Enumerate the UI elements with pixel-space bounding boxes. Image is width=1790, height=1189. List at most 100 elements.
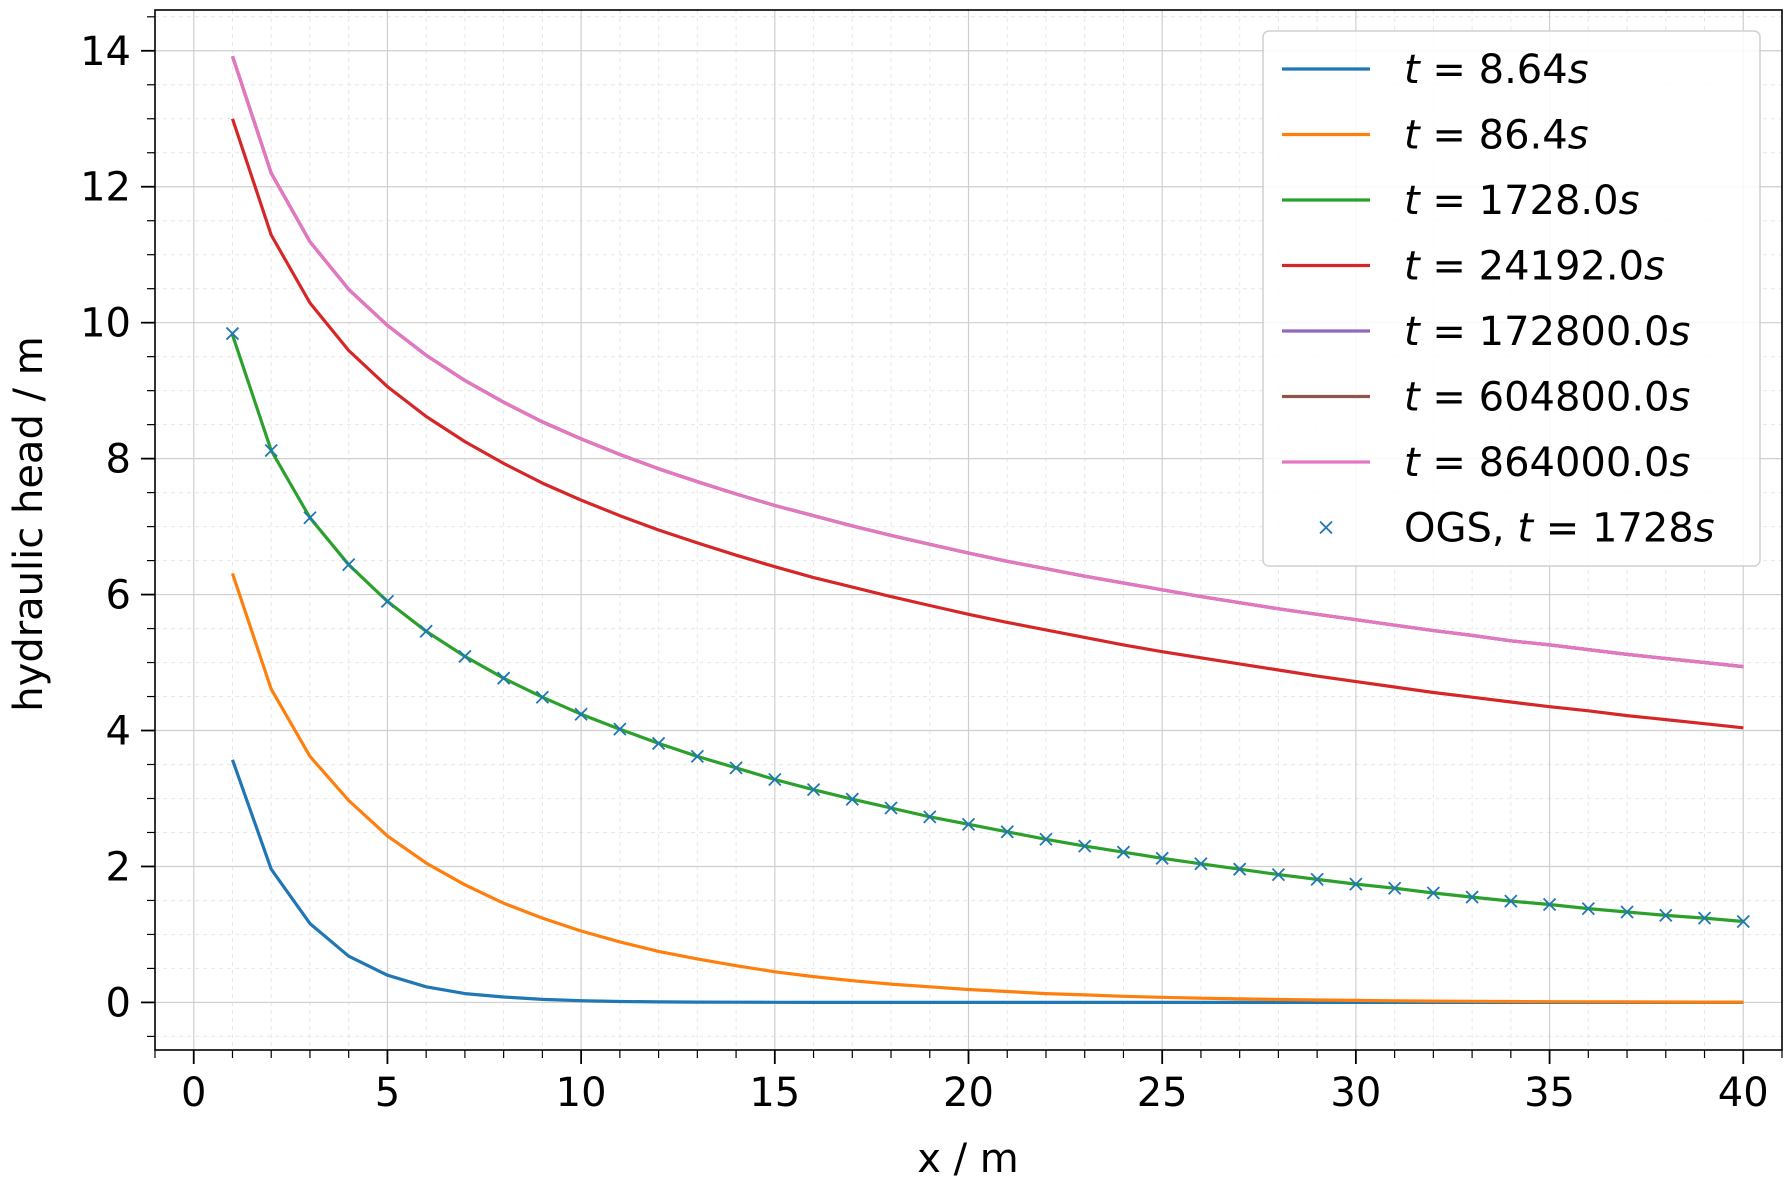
ogs-marker-stroke <box>497 671 511 685</box>
ogs-marker-stroke <box>1116 845 1131 859</box>
legend-label: OGS, t = 1728s <box>1404 506 1715 552</box>
y-axis-title: hydraulic head / m <box>6 336 52 711</box>
x-tick-label: 10 <box>556 1070 607 1116</box>
legend-eq: = 604800.0 <box>1420 375 1670 421</box>
legend-box <box>1262 30 1761 567</box>
legend-eq: = 1728 <box>1533 506 1694 552</box>
ogs-marker-stroke <box>1659 908 1673 923</box>
ogs-marker-stroke <box>1310 872 1324 887</box>
series-line-3 <box>230 334 1744 924</box>
legend-marker <box>1319 520 1333 535</box>
ogs-marker-stroke <box>535 690 550 704</box>
ogs-marker-stroke <box>1736 914 1750 929</box>
legend-var: t <box>1404 113 1421 159</box>
legend-var: t <box>1404 178 1421 224</box>
legend-var: t <box>1404 375 1421 421</box>
ogs-marker-stroke <box>1271 867 1286 882</box>
ogs-marker <box>342 558 356 572</box>
ogs-marker <box>1581 901 1595 916</box>
ogs-marker-stroke <box>923 810 937 824</box>
legend-unit: s <box>1644 244 1665 290</box>
ogs-marker-stroke <box>845 792 859 806</box>
ogs-marker <box>1426 886 1440 900</box>
ogs-marker <box>1116 845 1131 859</box>
y-tick-label: 8 <box>106 437 131 483</box>
x-axis-title: x / m <box>917 1136 1019 1182</box>
ogs-marker-stroke <box>1426 886 1440 900</box>
legend-label: t = 24192.0s <box>1404 244 1665 290</box>
ogs-marker <box>1659 908 1673 923</box>
ogs-marker <box>845 792 859 806</box>
ogs-marker <box>264 443 278 458</box>
legend-label: t = 8.64s <box>1404 47 1589 93</box>
legend-eq: = 1728.0 <box>1420 178 1619 224</box>
legend-label: t = 172800.0s <box>1404 309 1690 355</box>
ogs-marker-stroke <box>342 558 356 572</box>
ogs-marker-stroke <box>1697 911 1712 925</box>
y-tick-label: 14 <box>80 29 131 75</box>
ogs-marker <box>884 801 898 815</box>
x-tick-label: 40 <box>1718 1070 1769 1116</box>
ogs-marker-stroke <box>419 624 433 638</box>
ogs-marker <box>923 810 937 824</box>
ogs-marker <box>613 722 627 736</box>
ogs-marker-stroke <box>1620 905 1634 919</box>
ogs-marker <box>1233 862 1247 876</box>
ogs-marker-stroke <box>651 736 666 751</box>
ogs-marker <box>1504 894 1518 908</box>
ogs-marker-stroke <box>806 783 821 797</box>
ogs-marker <box>1271 867 1286 882</box>
ogs-marker <box>225 326 240 341</box>
ogs-marker-stroke <box>1233 862 1247 876</box>
legend-eq: = 24192.0 <box>1420 244 1644 290</box>
ogs-marker <box>380 594 395 609</box>
data-series <box>225 55 1750 1005</box>
ogs-marker-stroke <box>613 722 627 736</box>
ogs-marker <box>535 690 550 704</box>
ogs-marker-stroke <box>1194 857 1208 871</box>
ogs-marker <box>574 707 588 721</box>
ogs-marker <box>419 624 433 638</box>
ogs-marker-stroke <box>1039 832 1053 846</box>
series-line-7 <box>230 55 1744 669</box>
legend-unit: s <box>1670 309 1691 355</box>
ogs-marker <box>1465 890 1479 904</box>
ogs-marker <box>1310 872 1324 887</box>
y-tick-label: 10 <box>80 301 131 347</box>
y-tick-label: 12 <box>80 165 131 211</box>
ogs-marker-stroke <box>264 443 278 458</box>
legend-eq: = 86.4 <box>1420 113 1568 159</box>
ogs-marker <box>1697 911 1712 925</box>
y-tick-label: 0 <box>106 980 131 1026</box>
x-tick-label: 35 <box>1524 1070 1575 1116</box>
ogs-marker <box>651 736 666 751</box>
legend-eq: = 864000.0 <box>1420 440 1670 486</box>
y-tick-label: 4 <box>106 709 131 755</box>
ogs-marker <box>961 817 976 831</box>
x-tick-label: 25 <box>1137 1070 1188 1116</box>
ogs-marker-stroke <box>690 749 704 763</box>
ogs-marker-stroke <box>768 772 782 787</box>
legend-label: t = 864000.0s <box>1404 440 1690 486</box>
ogs-marker-stroke <box>380 594 395 609</box>
ogs-marker <box>1736 914 1750 929</box>
ogs-marker <box>303 511 317 525</box>
ogs-marker <box>1039 832 1053 846</box>
ogs-marker-stroke <box>1465 890 1479 904</box>
x-tick-label: 15 <box>749 1070 800 1116</box>
ogs-marker-stroke <box>961 817 976 831</box>
ogs-marker <box>497 671 511 685</box>
x-tick-label: 20 <box>943 1070 994 1116</box>
ogs-marker-stroke <box>1000 825 1014 839</box>
legend-unit: s <box>1568 47 1589 93</box>
series-line-2 <box>230 572 1744 1004</box>
ogs-marker <box>1000 825 1014 839</box>
ogs-marker <box>768 772 782 787</box>
legend-unit: s <box>1619 178 1640 224</box>
ogs-marker <box>1155 851 1169 865</box>
legend-label: t = 1728.0s <box>1404 178 1639 224</box>
ogs-marker-stroke <box>1387 881 1402 895</box>
ogs-marker-stroke <box>729 761 743 775</box>
